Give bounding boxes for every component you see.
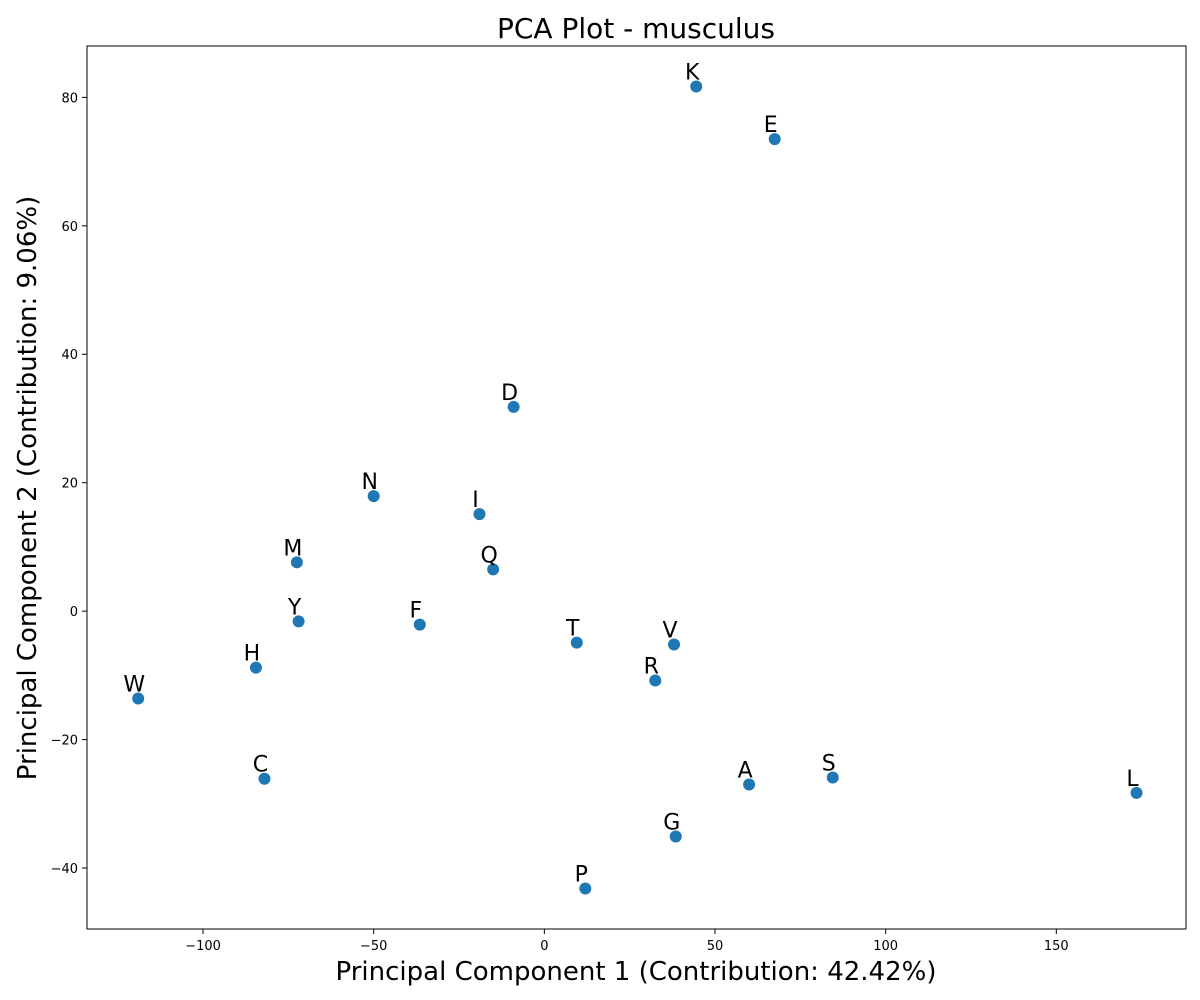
y-axis-label: Principal Component 2 (Contribution: 9.0…: [13, 196, 43, 780]
data-point-w: [132, 692, 145, 705]
data-point-v: [668, 638, 681, 651]
point-label-h: H: [244, 642, 261, 667]
point-label-k: K: [685, 60, 700, 85]
point-label-s: S: [822, 751, 836, 776]
point-label-d: D: [501, 381, 518, 406]
data-point-i: [473, 508, 486, 521]
point-label-n: N: [361, 470, 377, 495]
plot-area: −100 −50 0 50 100 150 −40 −20 0 20 40 60 80 K E D N I M Q…: [51, 45, 1187, 954]
points-layer: K E D N I M Q Y F T V H R W C S A L G P: [123, 60, 1143, 895]
data-point-e: [768, 133, 781, 146]
data-point-a: [743, 778, 756, 791]
x-tick-label: −100: [185, 939, 221, 954]
point-label-w: W: [123, 672, 145, 697]
y-tick-label: −40: [51, 862, 78, 877]
y-tick-label: 40: [61, 348, 78, 363]
point-label-q: Q: [480, 543, 497, 568]
x-axis-ticks: −100 −50 0 50 100 150: [185, 929, 1069, 954]
point-label-y: Y: [287, 595, 302, 620]
data-point-q: [487, 563, 500, 576]
point-label-t: T: [565, 617, 580, 642]
y-axis-ticks: −40 −20 0 20 40 60 80: [51, 91, 87, 877]
point-label-i: I: [472, 488, 479, 513]
point-label-f: F: [409, 599, 422, 624]
point-label-l: L: [1126, 767, 1139, 792]
point-label-v: V: [663, 619, 678, 644]
x-tick-label: 100: [873, 939, 898, 954]
point-label-p: P: [575, 863, 588, 888]
data-point-m: [290, 556, 303, 569]
point-label-r: R: [644, 654, 659, 679]
data-point-g: [669, 830, 682, 843]
x-tick-label: 50: [707, 939, 724, 954]
data-point-h: [249, 661, 262, 674]
x-axis-label: Principal Component 1 (Contribution: 42.…: [336, 957, 937, 987]
y-tick-label: 0: [70, 605, 78, 620]
data-point-n: [367, 490, 380, 503]
y-tick-label: 20: [61, 477, 78, 492]
x-tick-label: 150: [1044, 939, 1069, 954]
data-point-p: [579, 882, 592, 895]
data-point-t: [570, 636, 583, 649]
data-point-k: [690, 80, 703, 93]
point-label-m: M: [283, 536, 302, 561]
axes-frame: [86, 45, 1187, 930]
y-tick-label: 60: [61, 220, 78, 235]
point-label-a: A: [738, 759, 753, 784]
data-point-l: [1130, 786, 1143, 799]
data-point-s: [826, 771, 839, 784]
point-label-c: C: [253, 753, 268, 778]
y-tick-label: −20: [51, 734, 78, 749]
x-tick-label: 0: [540, 939, 548, 954]
data-point-d: [507, 400, 520, 413]
data-point-r: [649, 674, 662, 687]
y-tick-label: 80: [61, 91, 78, 106]
chart-title: PCA Plot - musculus: [497, 12, 775, 45]
point-label-e: E: [764, 113, 778, 138]
point-label-g: G: [663, 811, 680, 836]
x-tick-label: −50: [360, 939, 387, 954]
data-point-c: [258, 772, 271, 785]
data-point-f: [413, 618, 426, 631]
data-point-y: [292, 615, 305, 628]
